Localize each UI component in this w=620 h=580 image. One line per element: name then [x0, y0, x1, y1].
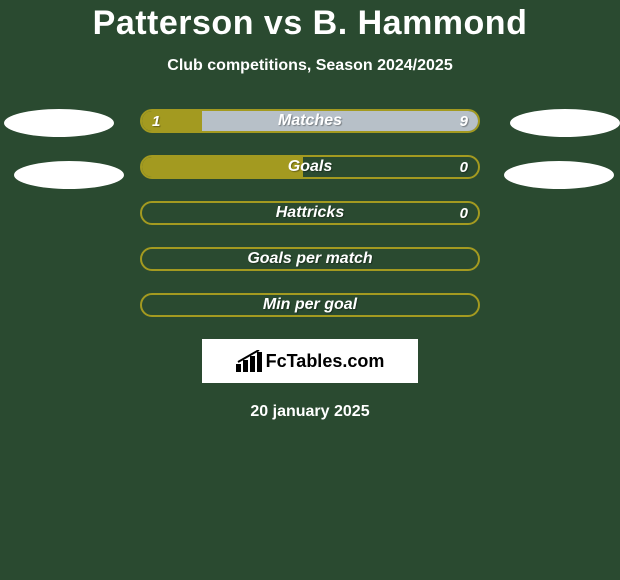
bar-label: Goals [142, 157, 478, 177]
bar-label: Goals per match [142, 249, 478, 269]
right-player-shape-bottom [504, 161, 614, 189]
comparison-bar-row: Hattricks0 [140, 201, 480, 225]
comparison-bar-row: Goals0 [140, 155, 480, 179]
bar-label: Hattricks [142, 203, 478, 223]
left-player-shape-top [4, 109, 114, 137]
comparison-bar-row: Min per goal [140, 293, 480, 317]
comparison-bars: Matches19Goals0Hattricks0Goals per match… [140, 109, 480, 317]
logo: FcTables.com [236, 350, 385, 372]
comparison-bar-row: Matches1 9 [140, 109, 480, 133]
bar-label: Matches [142, 111, 478, 131]
bar-right-value: 0 [460, 203, 468, 223]
left-player-shape-bottom [14, 161, 124, 189]
page-subtitle: Club competitions, Season 2024/2025 [0, 57, 620, 75]
logo-bars-icon [236, 350, 262, 372]
page-title: Patterson vs B. Hammond [0, 4, 620, 43]
right-player-shape-top [510, 109, 620, 137]
infographic-container: Patterson vs B. Hammond Club competition… [0, 0, 620, 421]
bar-right-value: 9 [460, 111, 468, 131]
footer-date: 20 january 2025 [0, 403, 620, 421]
bar-right-value: 0 [460, 157, 468, 177]
bar-label: Min per goal [142, 295, 478, 315]
comparison-bar-row: Goals per match [140, 247, 480, 271]
comparison-area: Matches19Goals0Hattricks0Goals per match… [0, 109, 620, 317]
bar-left-value: 1 [152, 111, 160, 131]
logo-text: FcTables.com [266, 351, 385, 372]
logo-box: FcTables.com [202, 339, 418, 383]
